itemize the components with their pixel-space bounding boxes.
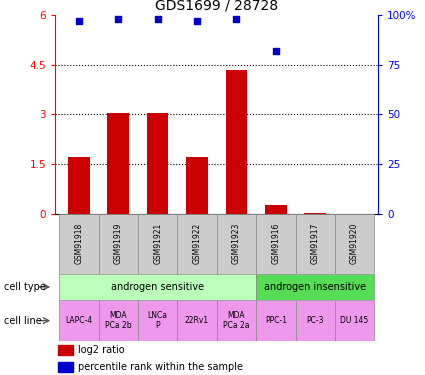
Text: LNCa
P: LNCa P [147, 311, 168, 330]
Text: GSM91916: GSM91916 [271, 223, 280, 264]
Bar [217, 214, 256, 274]
Bar [59, 274, 256, 300]
Bar [304, 213, 326, 214]
Bar [59, 362, 73, 372]
Text: androgen insensitive: androgen insensitive [264, 282, 366, 292]
Text: PC-3: PC-3 [306, 316, 324, 325]
Point [233, 16, 240, 22]
Bar [217, 300, 256, 341]
Point [272, 48, 279, 54]
Text: GSM91921: GSM91921 [153, 223, 162, 264]
Bar [226, 70, 247, 214]
Bar [335, 214, 374, 274]
Text: log2 ratio: log2 ratio [78, 345, 125, 355]
Bar [256, 300, 295, 341]
Text: PPC-1: PPC-1 [265, 316, 287, 325]
Text: DU 145: DU 145 [340, 316, 369, 325]
Text: MDA
PCa 2a: MDA PCa 2a [223, 311, 250, 330]
Point [76, 18, 82, 24]
Title: GDS1699 / 28728: GDS1699 / 28728 [155, 0, 278, 12]
Text: LAPC-4: LAPC-4 [65, 316, 93, 325]
Bar [68, 158, 90, 214]
Bar [295, 214, 335, 274]
Text: cell type: cell type [4, 282, 46, 292]
Bar [99, 300, 138, 341]
Bar [177, 214, 217, 274]
Text: GSM91918: GSM91918 [74, 223, 83, 264]
Bar [59, 214, 99, 274]
Bar [59, 345, 73, 355]
Bar [186, 158, 208, 214]
Bar [99, 214, 138, 274]
Point [154, 16, 161, 22]
Text: cell line: cell line [4, 316, 42, 326]
Text: 22Rv1: 22Rv1 [185, 316, 209, 325]
Text: GSM91923: GSM91923 [232, 223, 241, 264]
Bar [138, 300, 177, 341]
Bar [177, 300, 217, 341]
Bar [335, 300, 374, 341]
Bar [295, 300, 335, 341]
Point [194, 18, 201, 24]
Text: androgen sensitive: androgen sensitive [111, 282, 204, 292]
Bar [265, 206, 287, 214]
Point [115, 16, 122, 22]
Bar [147, 113, 168, 214]
Text: GSM91922: GSM91922 [193, 223, 201, 264]
Text: GSM91917: GSM91917 [311, 223, 320, 264]
Text: GSM91920: GSM91920 [350, 223, 359, 264]
Bar [256, 214, 295, 274]
Text: percentile rank within the sample: percentile rank within the sample [78, 362, 243, 372]
Bar [256, 274, 374, 300]
Bar [59, 300, 99, 341]
Bar [108, 113, 129, 214]
Bar [138, 214, 177, 274]
Text: MDA
PCa 2b: MDA PCa 2b [105, 311, 132, 330]
Text: GSM91919: GSM91919 [114, 223, 123, 264]
